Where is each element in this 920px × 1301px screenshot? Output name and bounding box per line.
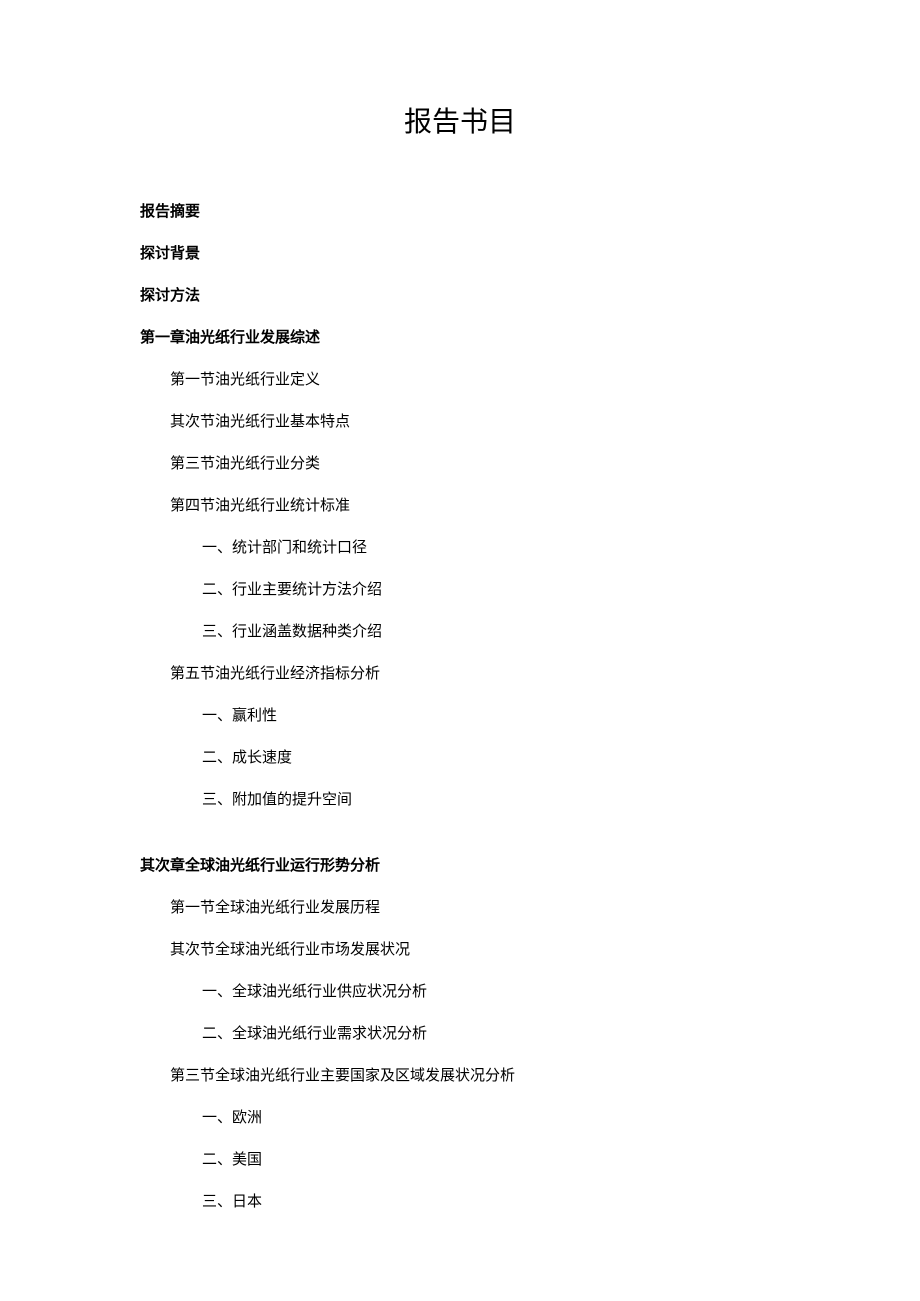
chapter1-section4: 第四节油光纸行业统计标准 — [170, 494, 780, 518]
chapter2-section3-item3: 三、日本 — [202, 1190, 780, 1214]
chapter1-section1: 第一节油光纸行业定义 — [170, 368, 780, 392]
chapter2-heading: 其次章全球油光纸行业运行形势分析 — [140, 854, 780, 878]
chapter2-section3: 第三节全球油光纸行业主要国家及区域发展状况分析 — [170, 1064, 780, 1088]
chapter2-section2-item2: 二、全球油光纸行业需求状况分析 — [202, 1022, 780, 1046]
chapter1-section4-item1: 一、统计部门和统计口径 — [202, 536, 780, 560]
section-background: 探讨背景 — [140, 242, 780, 266]
chapter1-section4-item2: 二、行业主要统计方法介绍 — [202, 578, 780, 602]
chapter1-section5-item3: 三、附加值的提升空间 — [202, 788, 780, 812]
document-title: 报告书目 — [140, 100, 780, 140]
chapter1-section5-item2: 二、成长速度 — [202, 746, 780, 770]
chapter2-section2: 其次节全球油光纸行业市场发展状况 — [170, 938, 780, 962]
chapter1-section3: 第三节油光纸行业分类 — [170, 452, 780, 476]
chapter2-section3-item2: 二、美国 — [202, 1148, 780, 1172]
chapter1-heading: 第一章油光纸行业发展综述 — [140, 326, 780, 350]
chapter2-section3-item1: 一、欧洲 — [202, 1106, 780, 1130]
chapter1-section4-item3: 三、行业涵盖数据种类介绍 — [202, 620, 780, 644]
chapter2-section1: 第一节全球油光纸行业发展历程 — [170, 896, 780, 920]
section-method: 探讨方法 — [140, 284, 780, 308]
chapter1-section5: 第五节油光纸行业经济指标分析 — [170, 662, 780, 686]
chapter1-section2: 其次节油光纸行业基本特点 — [170, 410, 780, 434]
section-summary: 报告摘要 — [140, 200, 780, 224]
chapter1-section5-item1: 一、赢利性 — [202, 704, 780, 728]
chapter2-section2-item1: 一、全球油光纸行业供应状况分析 — [202, 980, 780, 1004]
